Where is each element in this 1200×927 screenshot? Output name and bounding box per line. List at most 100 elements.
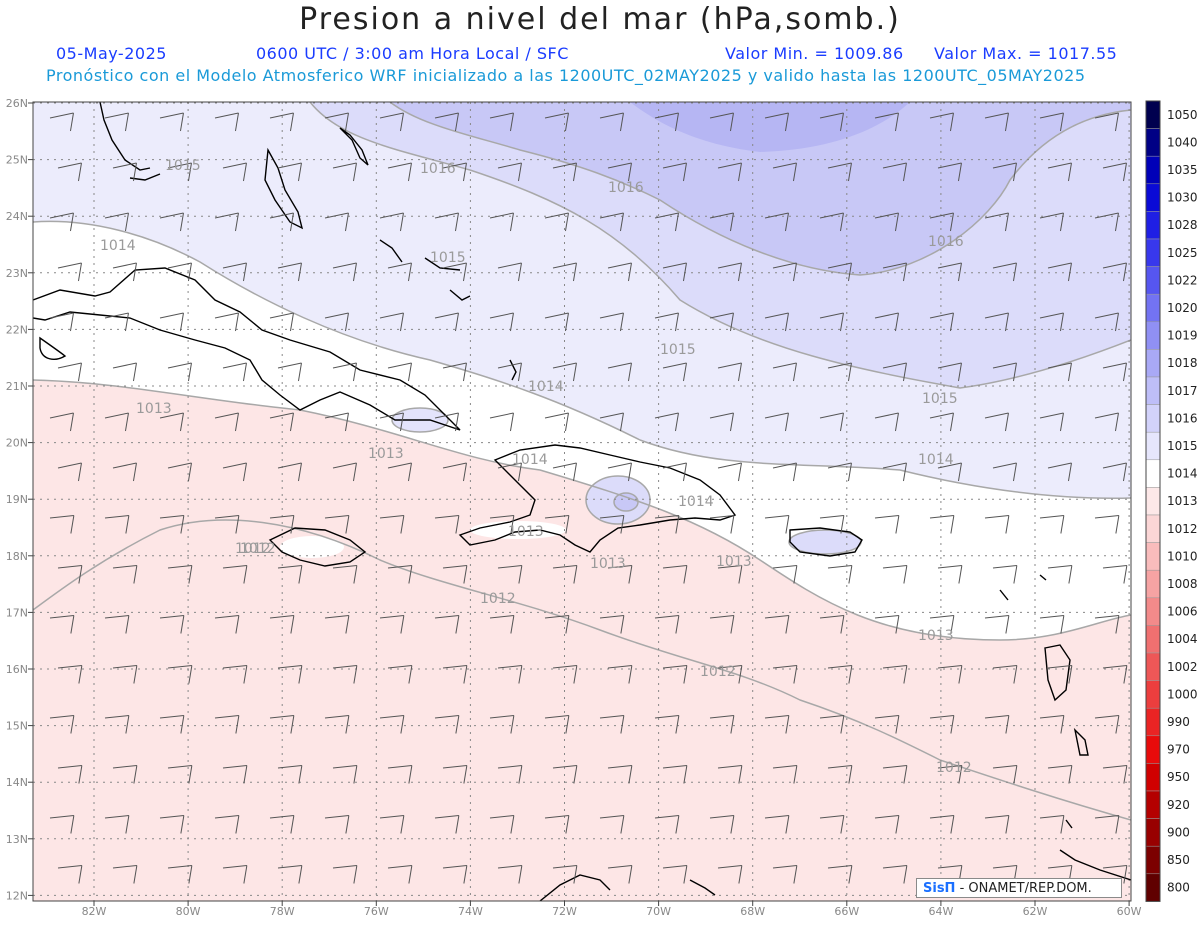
wind-barb bbox=[1039, 312, 1064, 319]
wind-barb bbox=[709, 814, 734, 819]
wind-barb bbox=[112, 764, 137, 769]
wind-barb bbox=[269, 412, 294, 419]
colorbar-label: 1017 bbox=[1167, 384, 1198, 398]
wind-barb bbox=[324, 112, 349, 119]
colorbar-swatch bbox=[1145, 514, 1161, 543]
wind-barb bbox=[442, 462, 467, 469]
map-title: Presion a nivel del mar (hPa,somb.) bbox=[299, 2, 901, 37]
wind-barb bbox=[222, 564, 247, 569]
wind-barb bbox=[662, 162, 687, 169]
wind-barb bbox=[167, 462, 192, 469]
wind-barb bbox=[387, 462, 412, 469]
wind-barb bbox=[497, 764, 522, 769]
colorbar-swatch bbox=[1145, 211, 1161, 240]
wind-barb bbox=[599, 814, 624, 819]
wind-barb bbox=[167, 262, 192, 269]
colorbar-label: 1004 bbox=[1167, 632, 1198, 646]
wind-barb bbox=[387, 664, 412, 669]
wind-barb bbox=[49, 714, 74, 719]
wind-barb bbox=[662, 362, 687, 369]
wind-barb bbox=[277, 764, 302, 769]
wind-barb bbox=[112, 864, 137, 869]
wind-barb bbox=[819, 814, 844, 819]
wind-barb bbox=[984, 112, 1009, 119]
wind-barb bbox=[1039, 514, 1064, 519]
wind-barb bbox=[112, 262, 137, 269]
wind-barb bbox=[489, 614, 514, 619]
colorbar-label: 950 bbox=[1167, 770, 1190, 784]
lat-label: 20N bbox=[6, 437, 28, 450]
lat-label: 22N bbox=[6, 323, 28, 336]
wind-barb bbox=[49, 212, 74, 219]
wind-barb bbox=[819, 412, 844, 419]
wind-barb bbox=[1102, 864, 1127, 869]
wind-barb bbox=[214, 614, 239, 619]
wind-barb bbox=[112, 462, 137, 469]
wind-barb bbox=[167, 564, 192, 569]
wind-barb bbox=[1094, 514, 1119, 519]
wind-barb bbox=[332, 362, 357, 369]
wind-barb bbox=[772, 764, 797, 769]
contour-label: 1014 bbox=[512, 452, 548, 468]
wind-barb bbox=[1094, 312, 1119, 319]
wind-barb bbox=[104, 412, 129, 419]
wind-barb bbox=[882, 864, 907, 869]
contour-label: 1013 bbox=[508, 524, 544, 540]
wind-barb bbox=[1039, 614, 1064, 619]
wind-barb bbox=[434, 112, 459, 119]
wind-barb bbox=[607, 162, 632, 169]
wind-barb bbox=[874, 312, 899, 319]
colorbar-swatch bbox=[1145, 735, 1161, 764]
wind-barb bbox=[607, 362, 632, 369]
wind-barb bbox=[1047, 462, 1072, 469]
colorbar-label: 900 bbox=[1167, 825, 1190, 839]
wind-barb bbox=[269, 312, 294, 319]
wind-barb bbox=[607, 764, 632, 769]
lat-label: 19N bbox=[6, 493, 28, 506]
colorbar: 1050 1040 1035 1030 1028 1025 1022 1020 1019 1018… bbox=[1145, 100, 1198, 902]
wind-barb bbox=[159, 714, 184, 719]
wind-barb bbox=[112, 362, 137, 369]
wind-barb bbox=[104, 112, 129, 119]
wind-barb bbox=[552, 362, 577, 369]
wind-barb bbox=[1102, 564, 1127, 569]
max-value: Valor Max. = 1017.55 bbox=[934, 44, 1118, 63]
lon-label: 74W bbox=[458, 905, 483, 918]
wind-barb bbox=[764, 614, 789, 619]
wind-barb bbox=[324, 514, 349, 519]
wind-barb bbox=[717, 362, 742, 369]
wind-barb bbox=[159, 814, 184, 819]
colorbar-swatch bbox=[1145, 569, 1161, 599]
wind-barb bbox=[324, 814, 349, 819]
wind-barb bbox=[49, 614, 74, 619]
contour-label: 1014 bbox=[678, 494, 714, 510]
wind-barb bbox=[1039, 212, 1064, 219]
lat-label: 16N bbox=[6, 663, 28, 676]
contour-label: 1012 bbox=[480, 591, 516, 607]
wind-barb bbox=[599, 514, 624, 519]
wind-barb bbox=[277, 162, 302, 169]
wind-barb bbox=[167, 362, 192, 369]
wind-barb bbox=[882, 764, 907, 769]
wind-barb bbox=[937, 262, 962, 269]
colorbar-label: 920 bbox=[1167, 798, 1190, 812]
wind-barb bbox=[552, 864, 577, 869]
colorbar-label: 1050 bbox=[1167, 108, 1198, 122]
wind-barb bbox=[387, 162, 412, 169]
colorbar-swatch bbox=[1145, 155, 1161, 185]
wind-barb bbox=[1094, 412, 1119, 419]
wind-barb bbox=[662, 664, 687, 669]
lat-label: 18N bbox=[6, 550, 28, 563]
wind-barb bbox=[497, 162, 522, 169]
wind-barb bbox=[222, 162, 247, 169]
coastlines bbox=[33, 102, 1131, 901]
wind-barb bbox=[277, 864, 302, 869]
wind-barb bbox=[159, 514, 184, 519]
colorbar-label: 1016 bbox=[1167, 411, 1198, 425]
wind-barb bbox=[57, 564, 82, 569]
wind-barb bbox=[992, 664, 1017, 669]
wind-barb bbox=[387, 564, 412, 569]
colorbar-swatch bbox=[1145, 652, 1161, 681]
wind-barb bbox=[379, 714, 404, 719]
wind-barb bbox=[277, 564, 302, 569]
